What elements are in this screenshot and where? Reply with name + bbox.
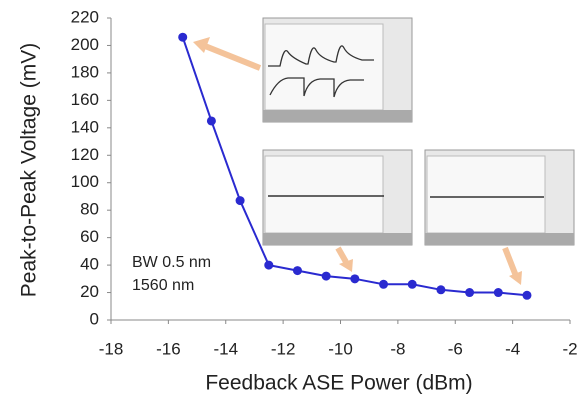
y-tick-label: 180 — [71, 62, 99, 81]
y-tick-label: 220 — [71, 7, 99, 26]
y-tick-label: 160 — [71, 90, 99, 109]
data-point — [293, 266, 302, 275]
oscilloscope-insets — [193, 18, 574, 285]
x-tick-label: -10 — [328, 339, 353, 358]
y-tick-label: 120 — [71, 145, 99, 164]
y-tick-label: 200 — [71, 35, 99, 54]
data-point — [465, 288, 474, 297]
annotation: BW 0.5 nm — [132, 254, 211, 271]
y-tick-label: 140 — [71, 117, 99, 136]
y-tick-label: 20 — [80, 282, 99, 301]
x-tick-label: -6 — [448, 339, 463, 358]
data-point — [436, 285, 445, 294]
data-point — [178, 33, 187, 42]
x-tick-label: -18 — [99, 339, 124, 358]
data-point — [379, 280, 388, 289]
data-point — [264, 261, 273, 270]
data-point — [350, 274, 359, 283]
y-tick-label: 100 — [71, 172, 99, 191]
data-point — [494, 288, 503, 297]
data-point — [207, 116, 216, 125]
x-tick-label: -14 — [213, 339, 238, 358]
y-tick-label: 80 — [80, 200, 99, 219]
x-tick-label: -8 — [390, 339, 405, 358]
x-tick-label: -4 — [505, 339, 520, 358]
data-point — [408, 280, 417, 289]
y-tick-label: 60 — [80, 227, 99, 246]
chart: Feedback ASE Power (dBm) Peak-to-Peak Vo… — [0, 0, 579, 397]
y-tick-label: 0 — [90, 309, 99, 328]
annotation: 1560 nm — [132, 277, 194, 294]
y-tick-label: 40 — [80, 255, 99, 274]
inset-top — [263, 18, 412, 122]
data-point — [322, 272, 331, 281]
y-axis-label: Peak-to-Peak Voltage (mV) — [18, 43, 41, 297]
data-point — [236, 196, 245, 205]
x-tick-label: -16 — [156, 339, 181, 358]
x-tick-label: -2 — [562, 339, 577, 358]
x-axis-label: Feedback ASE Power (dBm) — [205, 372, 472, 395]
inset-middle — [263, 150, 412, 245]
x-tick-label: -12 — [271, 339, 296, 358]
inset-right — [425, 150, 574, 245]
data-point — [522, 291, 531, 300]
